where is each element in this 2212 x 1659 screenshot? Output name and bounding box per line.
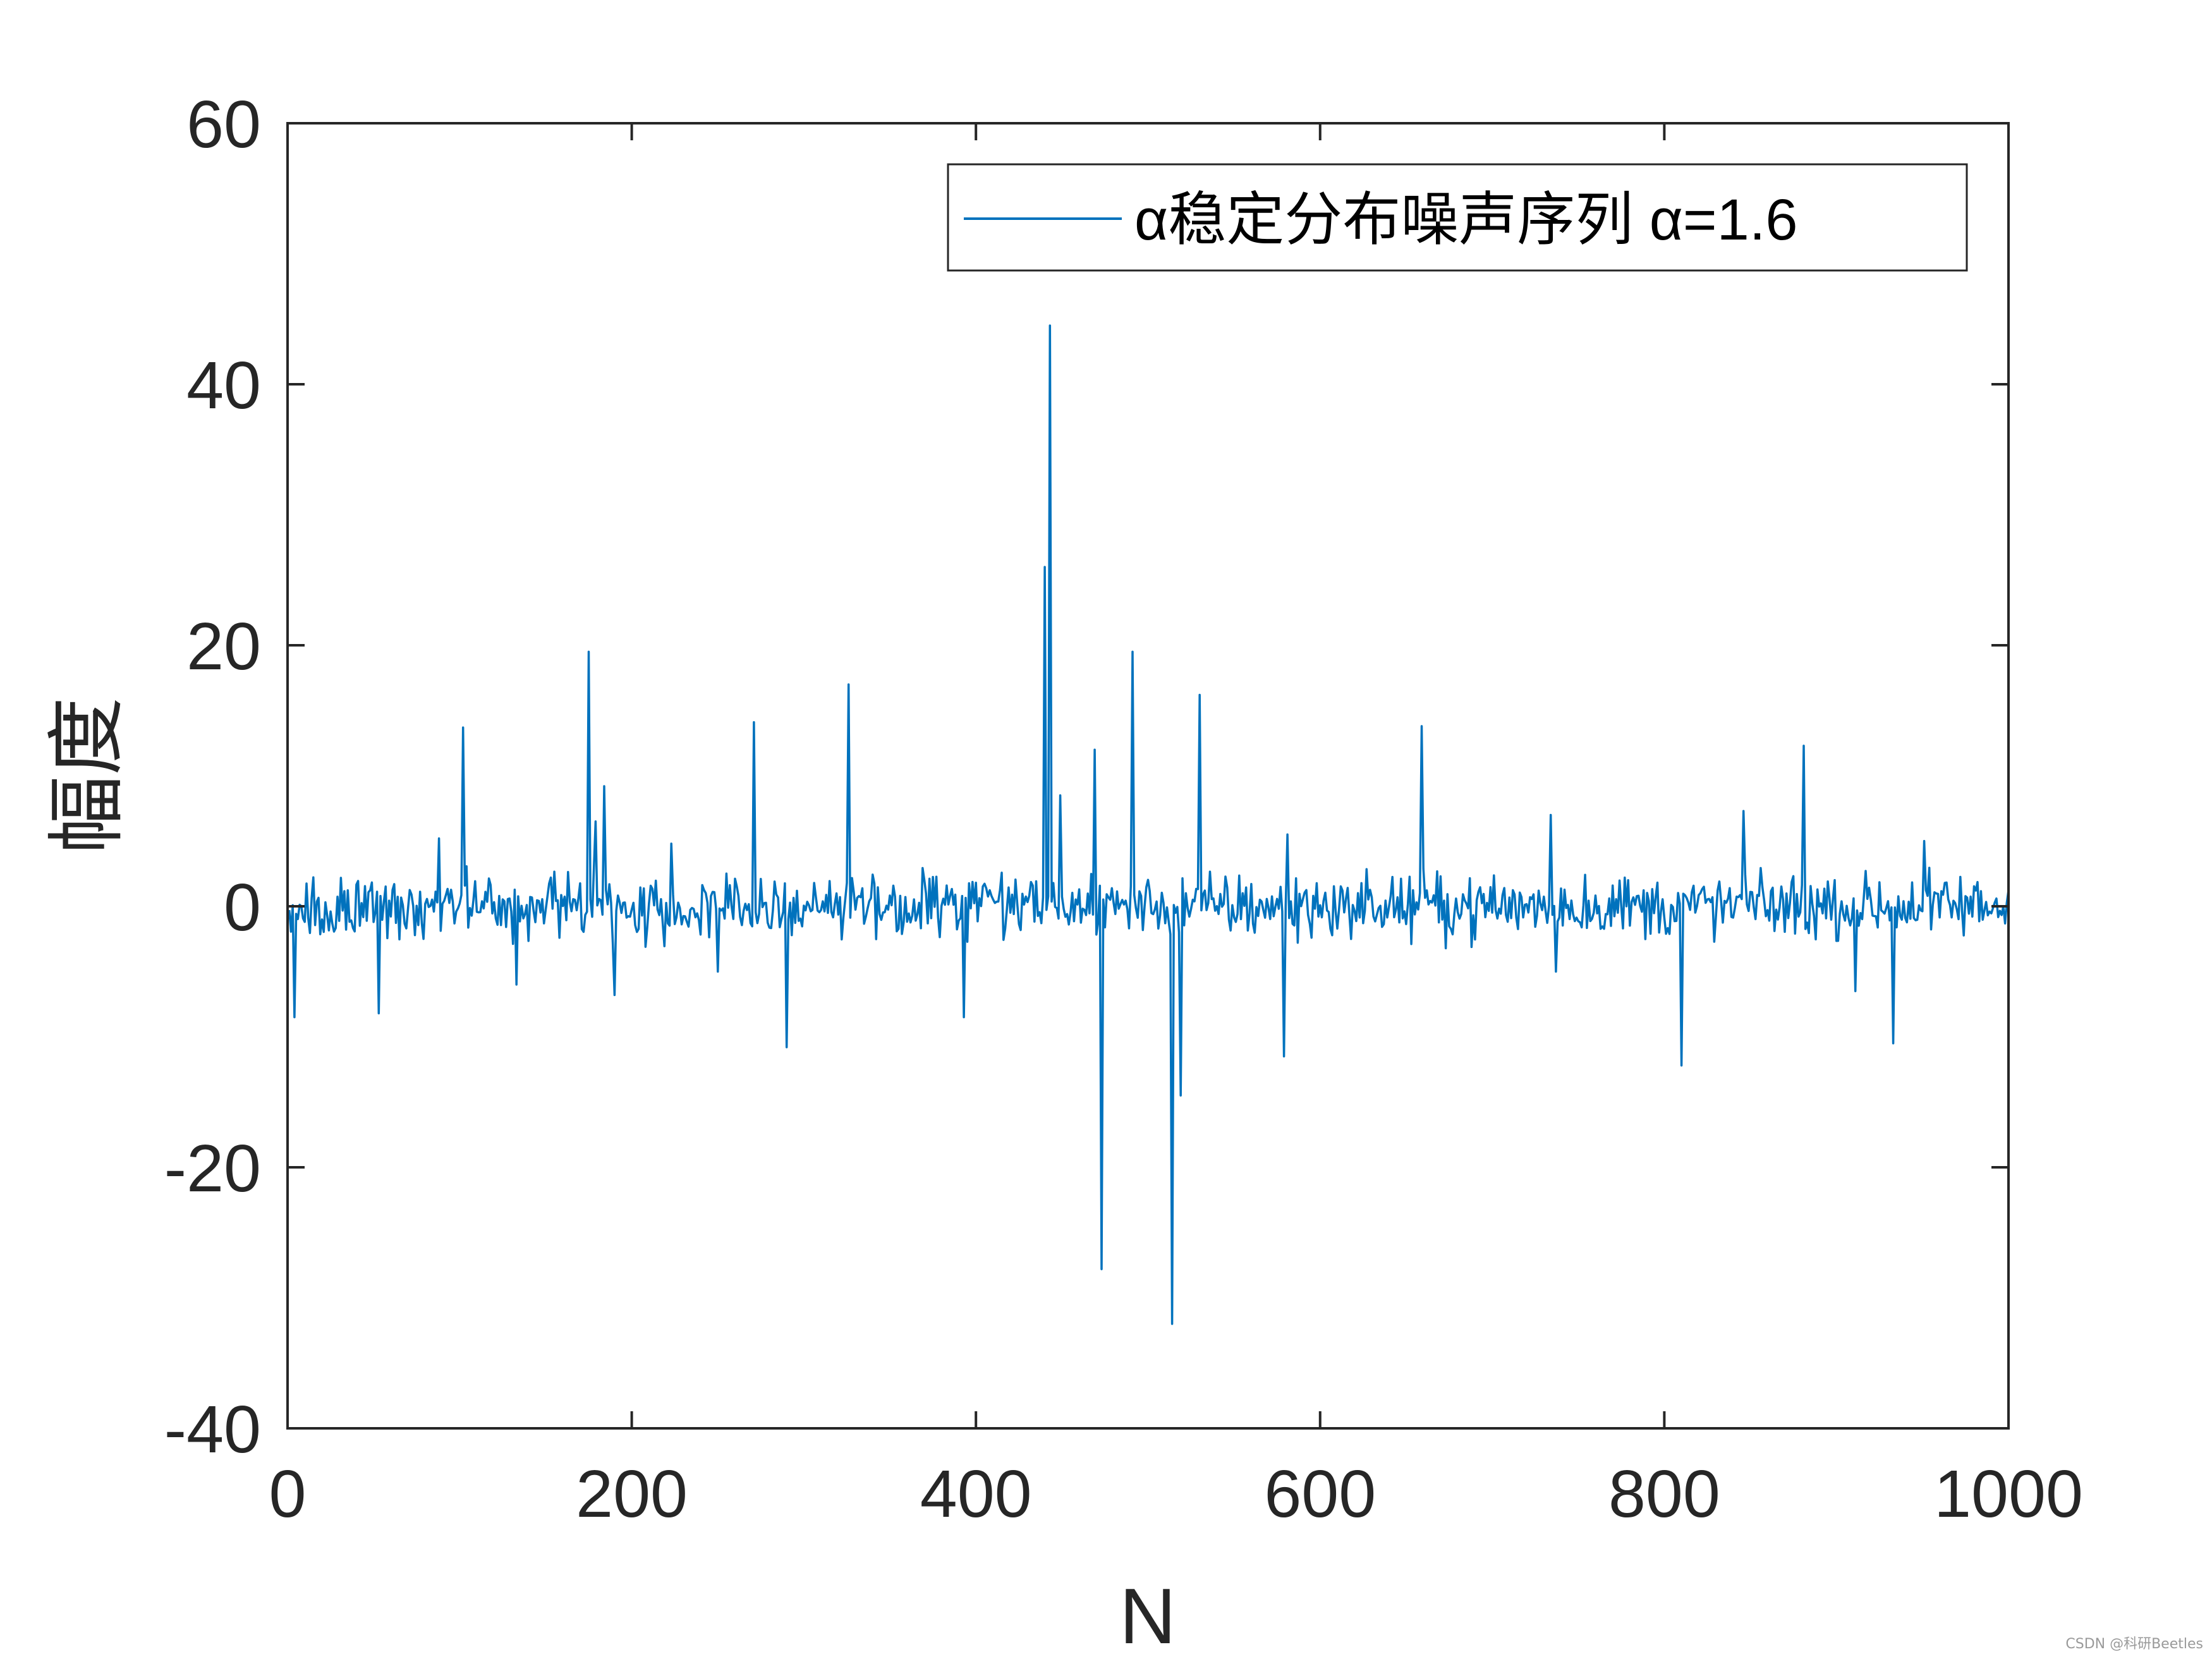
ticks-layer — [286, 122, 2010, 1430]
y-tick-label: 20 — [186, 609, 261, 684]
y-axis-label: 幅度 — [44, 697, 131, 854]
watermark: CSDN @科研Beetles — [2065, 1636, 2203, 1652]
legend: α稳定分布噪声序列 α=1.6 — [947, 163, 1968, 272]
axes-box — [286, 122, 2010, 1430]
y-tick-label: -40 — [164, 1392, 261, 1467]
legend-entry: α稳定分布噪声序列 α=1.6 — [1134, 188, 1798, 252]
tick-labels-layer: 0 200 400 600 800 1000 -40 -20 0 20 40 60 — [164, 87, 2083, 1531]
y-tick-label: 40 — [186, 348, 261, 423]
x-tick-label: 0 — [269, 1457, 307, 1531]
x-tick-label: 400 — [920, 1457, 1032, 1531]
series-layer — [288, 324, 2010, 1325]
y-tick-label: 0 — [224, 870, 261, 945]
y-tick-label: -20 — [164, 1131, 261, 1206]
x-axis-label: N — [1119, 1573, 1176, 1659]
x-tick-label: 800 — [1608, 1457, 1720, 1531]
x-tick-label: 1000 — [1934, 1457, 2083, 1531]
y-tick-label: 60 — [186, 87, 261, 162]
x-tick-label: 200 — [576, 1457, 688, 1531]
series-line — [288, 324, 2010, 1325]
x-tick-label: 600 — [1264, 1457, 1376, 1531]
